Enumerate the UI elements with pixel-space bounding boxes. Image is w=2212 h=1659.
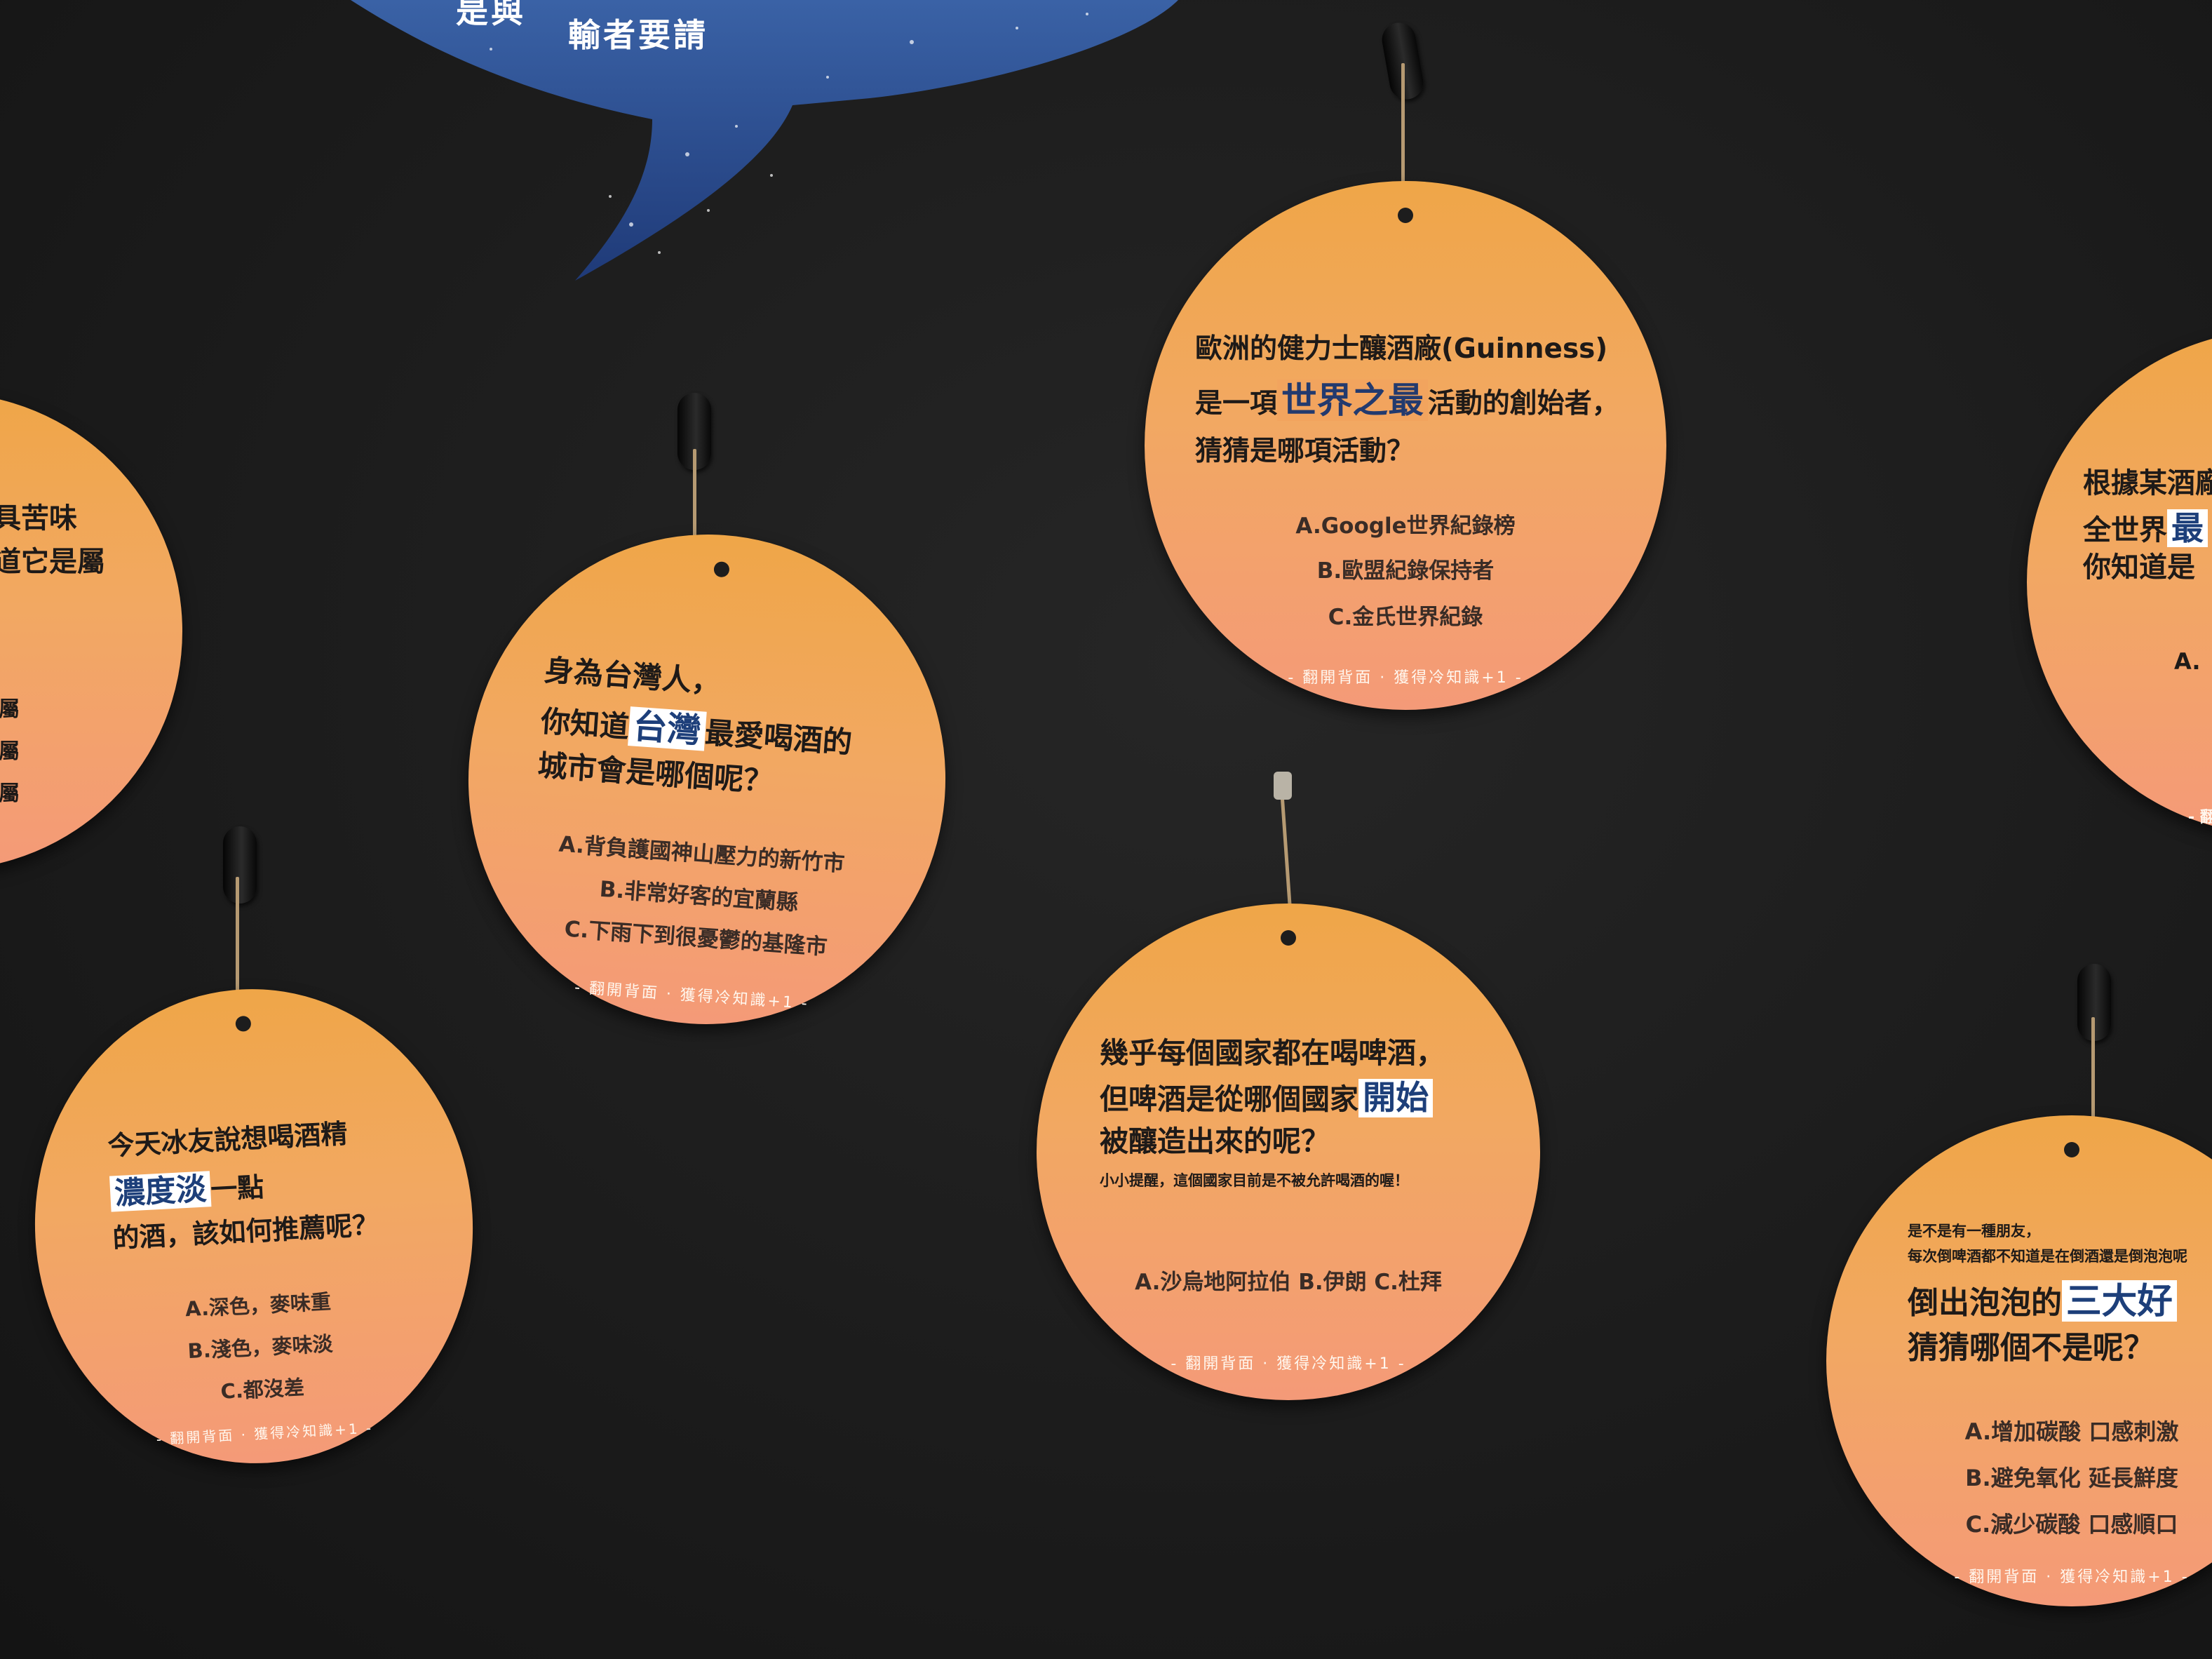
- question-line-2: 是一項 世界之最 活動的創始者，: [1195, 375, 1619, 426]
- question-line-3: 被釀造出來的呢？: [1100, 1121, 1330, 1162]
- question-line-2: 猜猜哪個不是呢？: [1908, 1326, 2154, 1371]
- card-footer: - 翻開背面 · 獲得冷知識+1 -: [46, 1411, 484, 1454]
- option-c: C.金氏世界紀錄: [1145, 599, 1666, 631]
- question-text: 你知道: [540, 704, 630, 744]
- option-a: A.Google世界紀錄榜: [1145, 508, 1666, 539]
- quiz-card-right-partial: 根據某酒廠 全世界最 你知道是 A. - 翻: [2027, 330, 2212, 835]
- question-line-2: 道它是屬: [0, 542, 105, 582]
- card-hole: [713, 561, 729, 577]
- option-a: A.深色，麥味重: [39, 1278, 477, 1331]
- quiz-card-taiwan-city: 身為台灣人， 你知道台灣最愛喝酒的 城市會是哪個呢？ A.背負護國神山壓力的新竹…: [452, 518, 962, 1040]
- quiz-card-far-left: 具苦味 道它是屬 屬 屬 屬: [0, 393, 182, 870]
- option-a: A.: [2174, 645, 2201, 678]
- question-line-1: 歐洲的健力士釀酒廠(Guinness): [1195, 330, 1607, 370]
- question-text: 一點: [210, 1171, 264, 1205]
- question-line-3: 你知道是: [2083, 547, 2195, 588]
- highlight-word: 濃度淡: [109, 1171, 212, 1211]
- card-footer: - 翻開背面 · 獲得冷知識+1 -: [453, 967, 931, 1022]
- option-c: 屬: [0, 779, 20, 810]
- bubble-text-line1: 是與: [456, 0, 526, 32]
- highlight-word: 世界之最: [1277, 380, 1428, 421]
- card-hole: [235, 1016, 251, 1032]
- card-hole: [2064, 1142, 2079, 1157]
- bubble-text-line2: 輸者要請: [568, 10, 708, 56]
- card-footer: - 翻開背面 · 獲得冷知識+1 -: [1145, 665, 1666, 687]
- card-footer: - 翻: [2188, 807, 2212, 829]
- question-text: 倒出泡泡的: [1908, 1285, 2062, 1321]
- small-text-line-2: 每次倒啤酒都不知道是在倒酒還是倒泡泡呢: [1908, 1246, 2187, 1267]
- option-a: A.增加碳酸 口感刺激: [1826, 1414, 2212, 1446]
- option-c: C.都沒差: [43, 1362, 481, 1414]
- quiz-card-foam: 是不是有一種朋友， 每次倒啤酒都不知道是在倒酒還是倒泡泡呢 倒出泡泡的 三大好 猜…: [1826, 1115, 2212, 1606]
- question-text: 但啤酒是從哪個國家: [1100, 1082, 1358, 1116]
- question-line-3: 猜猜是哪項活動？: [1195, 432, 1414, 472]
- question-text: 活動的創始者，: [1428, 388, 1619, 419]
- option-b: B.避免氧化 延長鮮度: [1826, 1460, 2212, 1493]
- question-line-1: 幾乎每個國家都在喝啤酒，: [1100, 1033, 1445, 1074]
- hint-text: 小小提醒，這個國家目前是不被允許喝酒的喔！: [1100, 1170, 1409, 1191]
- question-line-1: 身為台灣人，: [543, 650, 722, 704]
- card-footer: - 翻開背面 · 獲得冷知識+1 -: [1037, 1351, 1540, 1373]
- highlight-word: 開始: [1358, 1079, 1433, 1117]
- wall-pin: [1274, 772, 1292, 800]
- option-b: 屬: [0, 737, 20, 767]
- quiz-card-concentration: 今天冰友說想喝酒精 濃度淡一點 的酒，該如何推薦呢？ A.深色，麥味重 B.淺色…: [23, 978, 485, 1475]
- question-line-2: 全世界最: [2083, 505, 2208, 552]
- option-b: B.淺色，麥味淡: [41, 1319, 479, 1372]
- highlight-word: 最: [2167, 509, 2208, 547]
- highlight-word: 三大好: [2062, 1280, 2177, 1322]
- wall-hook: [223, 826, 257, 904]
- option-a: 屬: [0, 694, 20, 725]
- quiz-card-guinness: 歐洲的健力士釀酒廠(Guinness) 是一項 世界之最 活動的創始者， 猜猜是哪項…: [1145, 181, 1666, 710]
- question-line-1: 根據某酒廠: [2083, 463, 2212, 504]
- card-hole: [1281, 930, 1296, 946]
- option-c: C.減少碳酸 口感順口: [1826, 1507, 2212, 1539]
- option-b: B.歐盟紀錄保持者: [1145, 553, 1666, 584]
- highlight-word: 台灣: [628, 706, 706, 751]
- question-line-1: 倒出泡泡的 三大好: [1908, 1275, 2177, 1326]
- question-line-1: 今天冰友說想喝酒精: [107, 1115, 348, 1166]
- small-text-line-1: 是不是有一種朋友，: [1908, 1221, 2040, 1242]
- quiz-card-beer-origin: 幾乎每個國家都在喝啤酒， 但啤酒是從哪個國家 開始 被釀造出來的呢？ 小小提醒，這…: [1037, 904, 1540, 1400]
- question-line-1: 具苦味: [0, 498, 77, 539]
- question-text: 全世界: [2083, 514, 2167, 546]
- options-row: A.沙烏地阿拉伯 B.伊朗 C.杜拜: [1037, 1264, 1540, 1296]
- question-line-2: 但啤酒是從哪個國家 開始: [1100, 1075, 1433, 1122]
- card-hole: [1398, 208, 1413, 223]
- question-text: 是一項: [1195, 388, 1277, 419]
- question-line-2: 濃度淡一點: [109, 1164, 265, 1216]
- card-footer: - 翻開背面 · 獲得冷知識+1 -: [1826, 1564, 2212, 1587]
- question-text: 最愛喝酒的: [704, 716, 854, 760]
